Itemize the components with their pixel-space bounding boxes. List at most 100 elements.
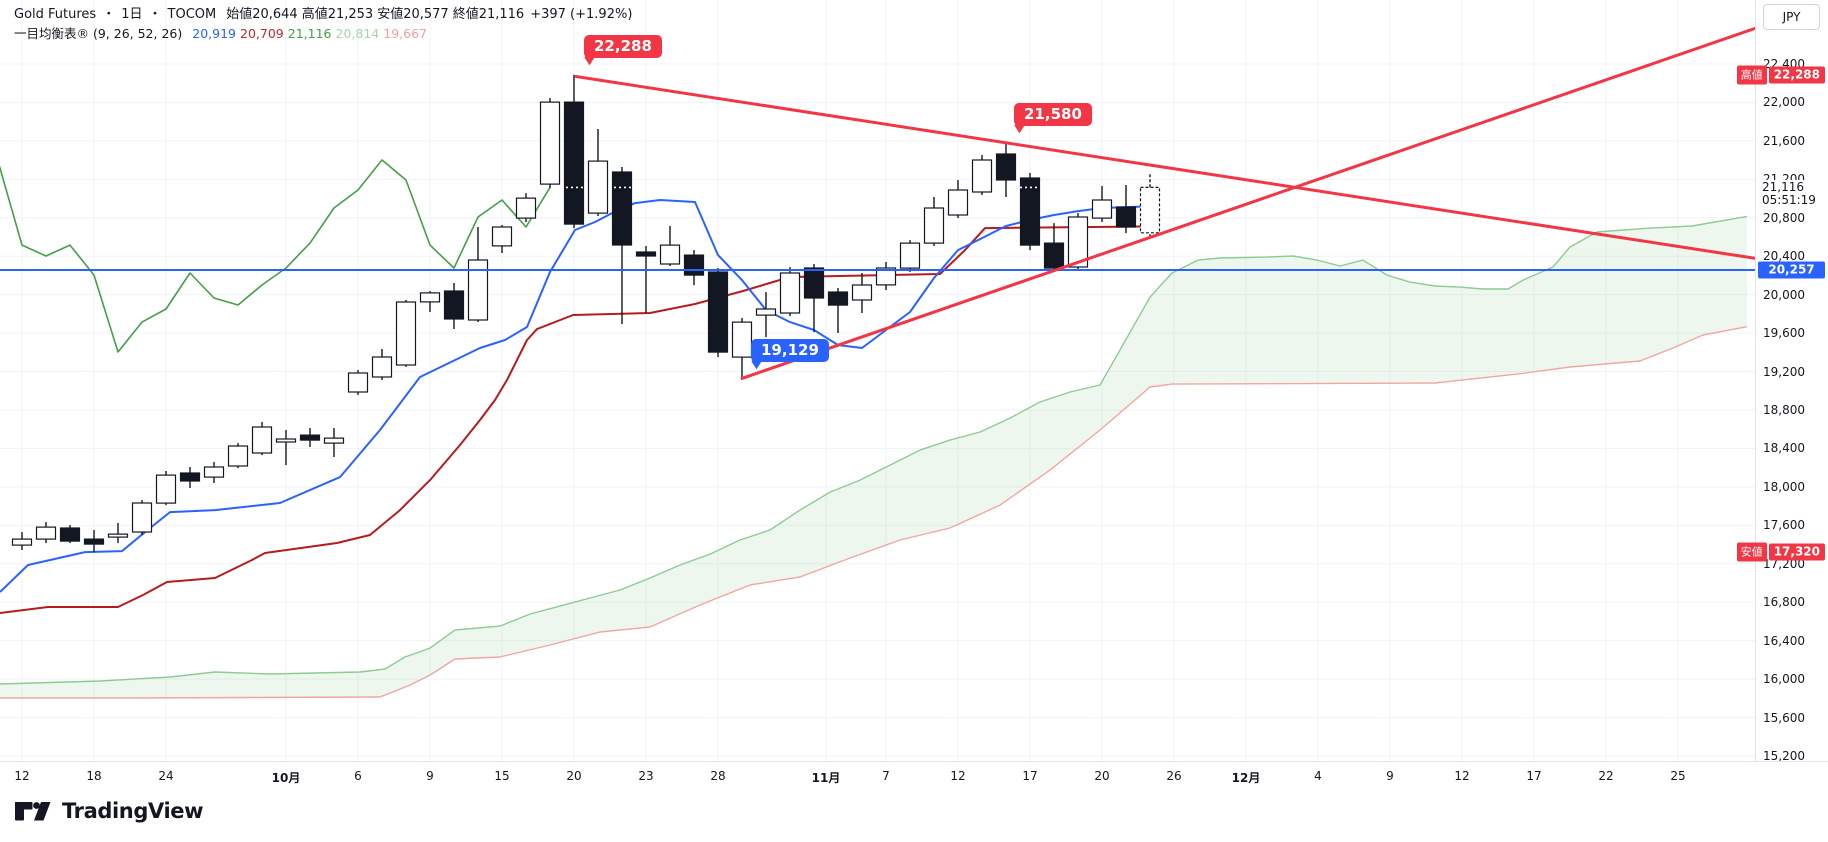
candle xyxy=(131,500,153,535)
high-badge-label: 高値 xyxy=(1736,65,1767,85)
indicator-value: 20,814 xyxy=(335,26,380,41)
indicator-value: 20,919 xyxy=(192,26,236,41)
candle xyxy=(779,267,801,316)
candle xyxy=(275,430,297,466)
symbol-title[interactable]: Gold Futures xyxy=(14,7,97,22)
indicator-values: 20,919 20,709 21,116 20,814 19,667 xyxy=(188,25,427,43)
time-tick-label: 17 xyxy=(1022,769,1038,783)
candle xyxy=(395,300,417,367)
candle xyxy=(923,197,945,246)
time-tick-label: 23 xyxy=(638,769,654,783)
candle xyxy=(851,273,873,313)
candle xyxy=(59,525,81,544)
symbol-exchange: TOCOM xyxy=(167,7,217,22)
price-tick-label: 20,400 xyxy=(1763,249,1805,264)
price-callout-21580[interactable]: 21,580 xyxy=(1014,103,1092,134)
candle xyxy=(683,250,705,286)
price-tick-label: 19,200 xyxy=(1763,364,1805,379)
current-price-label: 21,116 05:51:19 xyxy=(1758,180,1820,209)
trend-line-2[interactable] xyxy=(740,26,1755,380)
tradingview-logo-text: TradingView xyxy=(62,799,204,823)
candle xyxy=(371,349,393,380)
candle xyxy=(467,227,489,322)
candle xyxy=(731,318,753,379)
time-tick-label: 9 xyxy=(1386,769,1394,783)
trend-line-1[interactable] xyxy=(574,75,1755,260)
price-callout-19129[interactable]: 19,129 xyxy=(751,339,829,370)
candle xyxy=(515,193,537,222)
high-price-badge: 高値 22,288 xyxy=(1736,65,1825,85)
symbol-interval[interactable]: 1日 xyxy=(121,7,143,22)
ohlc-item: 始値20,644 xyxy=(226,7,298,22)
low-price-badge: 安値 17,320 xyxy=(1736,542,1825,562)
tradingview-logo[interactable]: TradingView xyxy=(14,799,203,823)
candle xyxy=(323,428,345,457)
candle xyxy=(1043,223,1065,272)
indicator-name[interactable]: 一目均衡表® (9, 26, 52, 26) xyxy=(14,26,183,41)
senkou-span-b-line xyxy=(0,326,1748,699)
candle xyxy=(83,530,105,553)
ohlc-item: 終値21,116 xyxy=(452,7,525,22)
indicator-legend-row[interactable]: 一目均衡表® (9, 26, 52, 26) 20,919 20,709 21,11… xyxy=(14,25,632,43)
candle xyxy=(755,292,777,338)
time-tick-label: 4 xyxy=(1314,769,1322,783)
candle xyxy=(659,226,681,266)
high-badge-value: 22,288 xyxy=(1768,66,1825,84)
time-tick-label: 11月 xyxy=(811,771,841,785)
bar-countdown: 05:51:19 xyxy=(1762,193,1816,208)
time-tick-label: 20 xyxy=(566,769,582,783)
time-tick-label: 6 xyxy=(354,769,362,783)
time-tick-label: 9 xyxy=(426,769,434,783)
price-tick-label: 20,000 xyxy=(1763,287,1805,302)
indicator-value: 21,116 xyxy=(287,26,332,41)
time-tick-label: 17 xyxy=(1526,769,1542,783)
price-callout-22288[interactable]: 22,288 xyxy=(584,35,662,66)
price-tick-label: 16,000 xyxy=(1763,672,1805,687)
candle xyxy=(299,428,321,447)
time-tick-label: 22 xyxy=(1598,769,1614,783)
candle xyxy=(491,225,513,253)
candle xyxy=(803,264,825,333)
price-tick-label: 19,600 xyxy=(1763,326,1805,341)
indicator-value: 19,667 xyxy=(383,26,427,41)
low-badge-value: 17,320 xyxy=(1768,543,1825,561)
candle xyxy=(1091,186,1113,222)
time-tick-label: 26 xyxy=(1166,769,1182,783)
price-axis[interactable]: 15,200 15,600 16,000 16,400 16,800 17,200 17,6… xyxy=(1736,0,1828,763)
candle xyxy=(203,462,225,483)
time-tick-label: 12 xyxy=(1454,769,1470,783)
time-tick-label: 24 xyxy=(158,769,174,783)
candle xyxy=(155,471,177,506)
price-tick-label: 16,400 xyxy=(1763,633,1805,648)
candle xyxy=(611,167,633,325)
tenkan-sen-line xyxy=(0,199,1151,593)
time-tick-label: 18 xyxy=(86,769,102,783)
indicator-value: 20,709 xyxy=(240,26,284,41)
chart-legend: Gold Futures ・ 1日・ TOCOM 始値20,644 高値21,253 安値… xyxy=(14,6,632,43)
time-tick-label: 20 xyxy=(1094,769,1110,783)
candle xyxy=(251,422,273,456)
price-tick-label: 18,400 xyxy=(1763,441,1805,456)
candle xyxy=(11,532,33,550)
candle xyxy=(587,129,609,216)
candle xyxy=(947,180,969,219)
candle xyxy=(539,98,561,189)
change-value: +397 (+1.92%) xyxy=(530,7,633,22)
time-tick-label: 15 xyxy=(494,769,510,783)
candle xyxy=(995,142,1017,197)
candle xyxy=(35,522,57,544)
candle xyxy=(635,246,657,313)
time-tick-label: 12 xyxy=(14,769,30,783)
candle xyxy=(875,262,897,290)
time-tick-label: 28 xyxy=(710,769,726,783)
candle xyxy=(443,283,465,329)
tradingview-glyph-icon xyxy=(15,802,51,821)
price-tick-label: 18,800 xyxy=(1763,403,1805,417)
symbol-legend-row[interactable]: Gold Futures ・ 1日・ TOCOM 始値20,644 高値21,253 安値… xyxy=(14,6,632,24)
time-axis[interactable]: 12 18 24 10月 6 9 15 20 23 28 11月 7 12 17 20 26 12月 4 9 12 17… xyxy=(0,761,1828,791)
chart-plot-area[interactable] xyxy=(0,0,1755,761)
price-tick-label: 17,600 xyxy=(1763,518,1805,533)
currency-toggle-button[interactable]: JPY xyxy=(1763,4,1820,30)
chart-canvas[interactable] xyxy=(0,0,1755,761)
